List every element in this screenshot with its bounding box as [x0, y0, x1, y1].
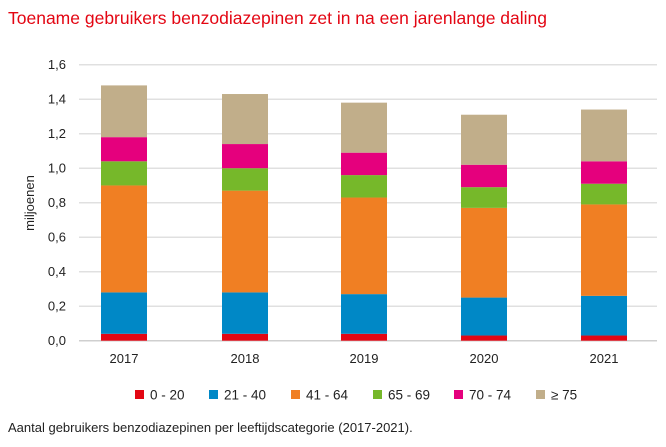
legend-swatch [209, 390, 218, 399]
bar-segment [341, 197, 387, 295]
legend-swatch [454, 390, 463, 399]
bar-segment [581, 204, 627, 296]
bar-segment [222, 94, 268, 145]
bar-segment [581, 295, 627, 336]
bar-segment [101, 185, 147, 293]
bar-segment [461, 164, 507, 188]
bar-segment [461, 187, 507, 208]
bar-segment [461, 297, 507, 336]
x-tick-label: 2019 [350, 351, 379, 366]
x-tick-label: 2021 [590, 351, 619, 366]
legend-swatch [536, 390, 545, 399]
bar-segment [581, 161, 627, 184]
chart-caption: Aantal gebruikers benzodiazepinen per le… [8, 420, 413, 435]
y-tick-label: 0,8 [48, 195, 66, 210]
legend-label: 65 - 69 [388, 388, 430, 403]
bar-segment [581, 109, 627, 162]
y-tick-label: 1,4 [48, 92, 66, 107]
y-tick-label: 0,6 [48, 230, 66, 245]
legend-label: 0 - 20 [150, 388, 185, 403]
legend-label: 41 - 64 [306, 388, 349, 403]
legend-label: 70 - 74 [469, 388, 512, 403]
bar-segment [461, 335, 507, 341]
x-tick-label: 2018 [231, 351, 260, 366]
bar-segment [101, 85, 147, 138]
y-tick-label: 1,2 [48, 126, 66, 141]
legend-swatch [373, 390, 382, 399]
y-tick-label: 1,6 [48, 57, 66, 72]
legend-swatch [135, 390, 144, 399]
bar-segment [222, 144, 268, 169]
bar-segment [222, 190, 268, 293]
bar-segment [101, 333, 147, 341]
bar-segment [341, 102, 387, 153]
bar-segment [341, 294, 387, 334]
legend-label: 21 - 40 [224, 388, 266, 403]
legend-swatch [291, 390, 300, 399]
bar-segment [101, 292, 147, 334]
bar-segment [581, 183, 627, 205]
bar-segment [341, 333, 387, 341]
chart-title: Toename gebruikers benzodiazepinen zet i… [8, 8, 547, 28]
y-tick-label: 0,2 [48, 299, 66, 314]
bar-segment [461, 114, 507, 165]
bar-segment [581, 335, 627, 341]
y-tick-label: 0,0 [48, 333, 66, 348]
bar-segment [461, 207, 507, 298]
bar-segment [341, 175, 387, 198]
x-tick-label: 2017 [110, 351, 139, 366]
bar-segment [222, 333, 268, 341]
bar-segment [101, 161, 147, 186]
bar-segment [101, 137, 147, 162]
bar-segment [222, 168, 268, 191]
x-tick-label: 2020 [470, 351, 499, 366]
y-axis-label: miljoenen [22, 175, 37, 231]
bar-segment [341, 152, 387, 176]
y-tick-label: 1,0 [48, 161, 66, 176]
legend-label: ≥ 75 [551, 388, 577, 403]
bar-segment [222, 292, 268, 334]
y-tick-label: 0,4 [48, 264, 66, 279]
